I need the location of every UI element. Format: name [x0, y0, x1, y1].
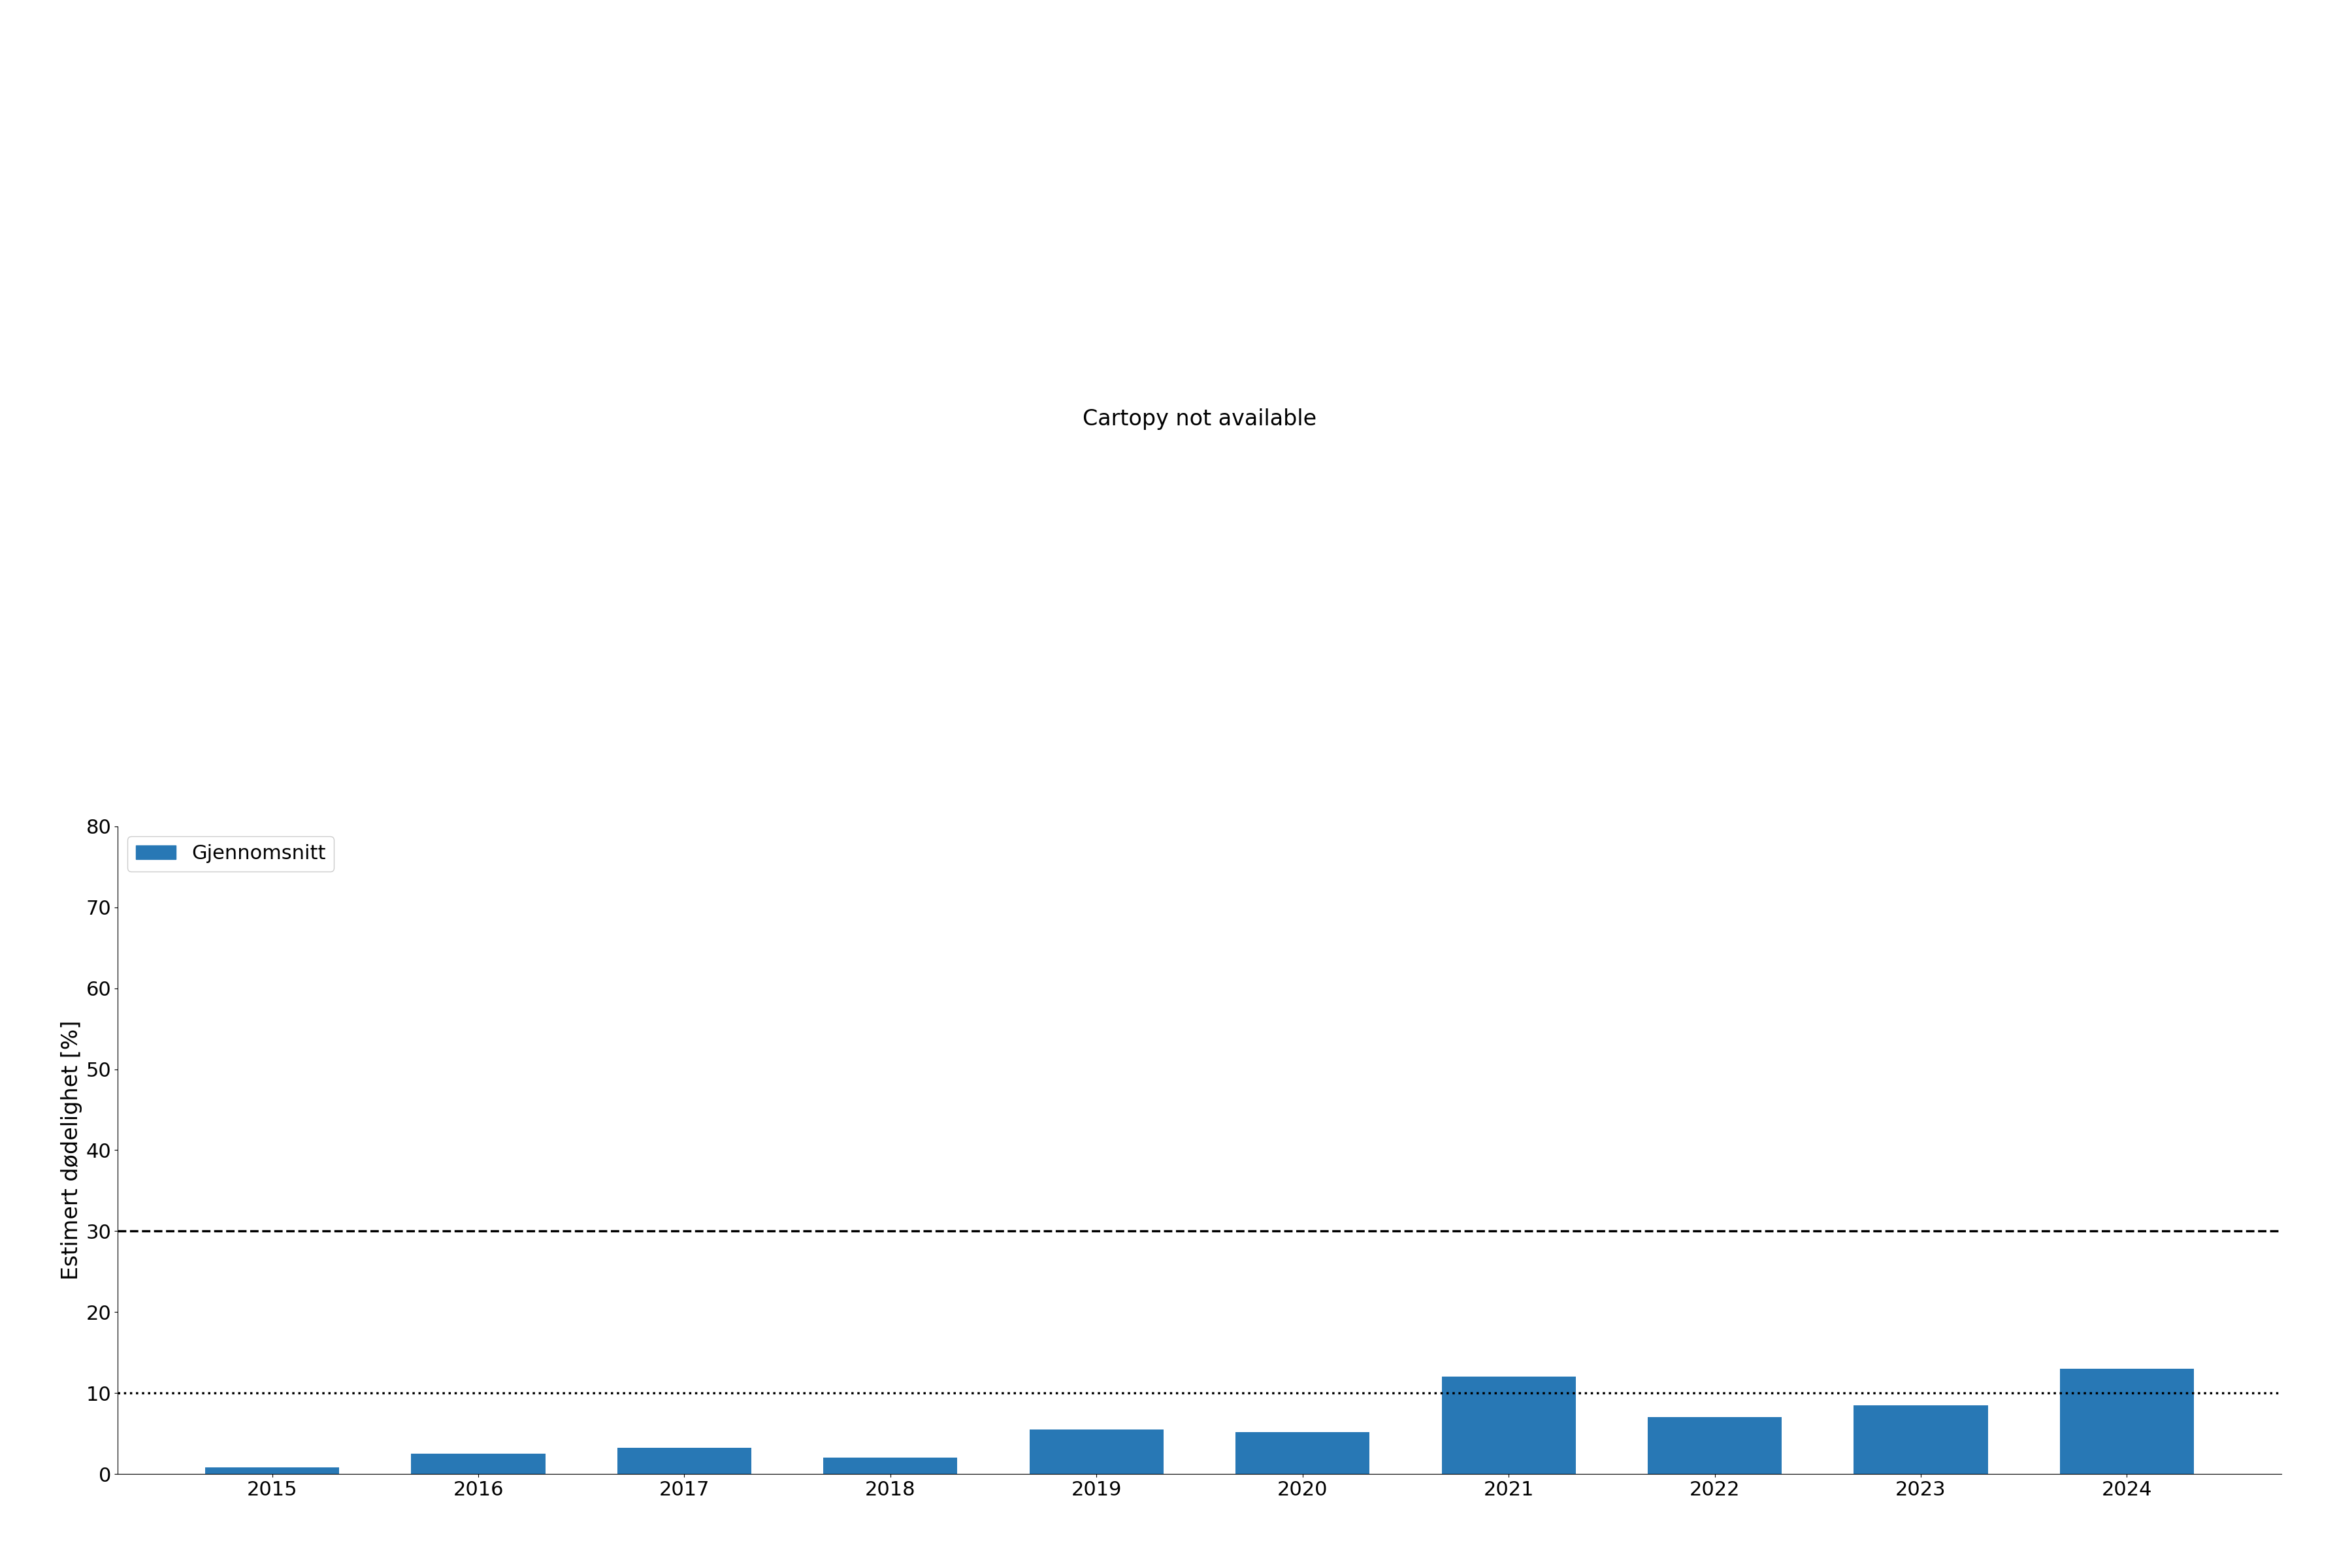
Text: Cartopy not available: Cartopy not available: [1082, 409, 1317, 430]
Bar: [412, 1454, 546, 1474]
Bar: [1030, 1430, 1164, 1474]
Bar: [823, 1458, 957, 1474]
Legend: Gjennomsnitt: Gjennomsnitt: [127, 836, 334, 872]
Bar: [1649, 1417, 1783, 1474]
Bar: [1442, 1377, 1576, 1474]
Bar: [1235, 1432, 1369, 1474]
Y-axis label: Estimert dødelighet [%]: Estimert dødelighet [%]: [61, 1021, 82, 1279]
Bar: [205, 1468, 339, 1474]
Bar: [2060, 1369, 2194, 1474]
Bar: [1853, 1405, 1987, 1474]
Bar: [616, 1447, 750, 1474]
